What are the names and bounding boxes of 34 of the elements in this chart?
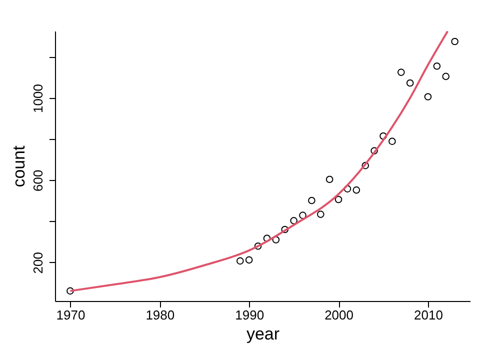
x-axis-title: year [246,324,280,344]
point [66,287,74,295]
point [424,93,432,100]
point [326,176,334,184]
point [290,217,298,224]
point [245,256,253,264]
point [272,236,280,244]
point [281,226,289,234]
y-tick-label: 1000 [30,84,46,113]
point [406,79,414,87]
point [442,72,450,80]
x-tick-label: 2000 [324,308,354,322]
x-tick-label: 1980 [146,308,175,322]
point [388,138,396,145]
y-axis-title: count [10,145,28,188]
point [316,210,324,218]
y-tick-label: 600 [30,170,46,192]
point [334,196,342,204]
point [308,196,316,204]
point [236,257,244,265]
point [254,242,262,250]
point [352,186,360,194]
point [380,132,387,140]
x-tick-label: 1990 [235,308,264,322]
x-tick-label: 1970 [56,308,86,322]
point [362,162,370,170]
point [397,68,405,76]
point [370,147,378,154]
point [433,62,441,70]
point [299,212,306,219]
line-series [69,30,449,292]
point [451,38,458,46]
x-tick-label: 2010 [414,308,443,322]
y-tick-label: 200 [30,252,46,274]
